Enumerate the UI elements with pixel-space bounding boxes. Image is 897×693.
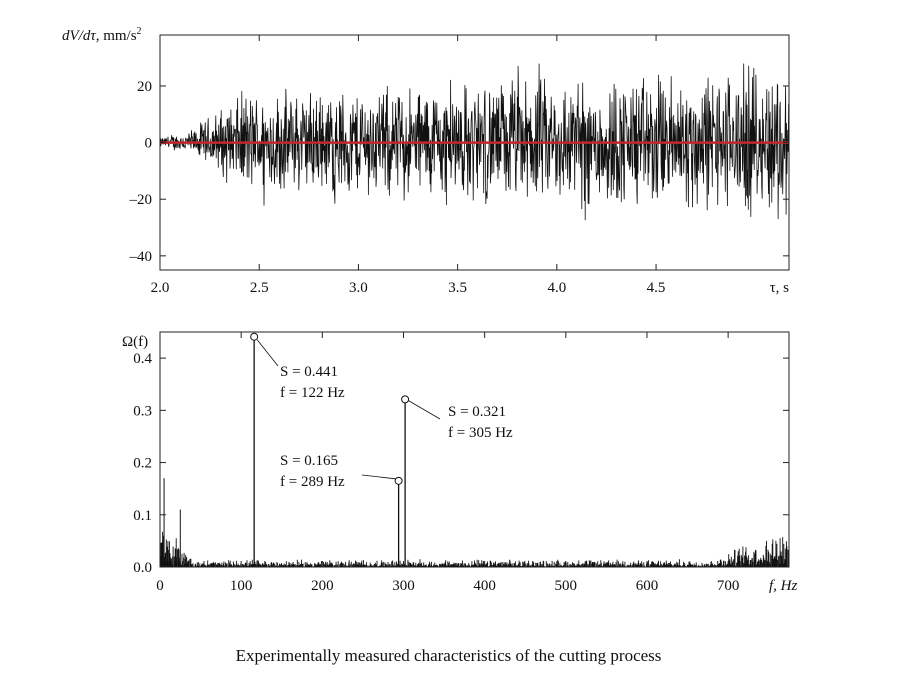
top-x-tick-label: 3.5 [448, 280, 467, 296]
bottom-x-tick-label: 700 [717, 578, 740, 594]
bottom-x-tick-label: 500 [555, 578, 578, 594]
peak-marker [401, 395, 410, 404]
top-x-tick-label: 4.5 [647, 280, 666, 296]
bottom-x-tick-label: 0 [156, 578, 164, 594]
peak-label-s: S = 0.165 [280, 453, 338, 469]
peak-label-f: f = 289 Hz [280, 474, 345, 490]
spectrum-chart: 0 100 200 300 400 500 600 700 0.0 0.1 0.2 0.3 0.4 Ω… [122, 331, 798, 594]
top-x-tick-label: 2.0 [151, 280, 170, 296]
leader-line [361, 474, 396, 480]
leader-line [407, 400, 441, 420]
top-y-tick-label: –40 [129, 249, 153, 265]
top-x-axis-label: τ, s [770, 280, 790, 296]
bottom-y-axis-label: Ω(f) [122, 334, 148, 350]
peak-label-s: S = 0.321 [448, 404, 506, 420]
bottom-x-axis-label: f, Hz [769, 578, 798, 594]
peak-annotations: S = 0.441 f = 122 Hz S = 0.165 f = 289 Hz S … [256, 339, 513, 490]
figure-caption: Experimentally measured characteristics … [235, 646, 662, 665]
leader-line [256, 339, 279, 367]
top-y-tick-label: –20 [129, 192, 153, 208]
top-y-label-main: dV/dτ [62, 28, 96, 44]
top-y-label-exponent: 2 [137, 26, 142, 37]
bottom-x-tick-label: 600 [636, 578, 659, 594]
peak-label-s: S = 0.441 [280, 364, 338, 380]
peak-label-f: f = 122 Hz [280, 385, 345, 401]
signal-trace [159, 63, 790, 221]
top-y-label-unit: , mm/s [96, 28, 137, 44]
bottom-y-tick-label: 0.3 [133, 403, 152, 419]
bottom-y-ticks: 0.0 0.1 0.2 0.3 0.4 [133, 351, 789, 576]
bottom-y-tick-label: 0.4 [133, 351, 152, 367]
top-y-axis-label: dV/dτ, mm/s2 [62, 26, 142, 44]
peak-marker [250, 332, 259, 341]
top-x-tick-label: 2.5 [250, 280, 269, 296]
top-y-tick-label: 0 [145, 136, 153, 152]
peak-label-f: f = 305 Hz [448, 425, 513, 441]
bottom-x-tick-label: 400 [473, 578, 496, 594]
top-y-ticks: 20 0 –20 –40 [129, 79, 789, 265]
bottom-x-tick-label: 200 [311, 578, 334, 594]
bottom-x-tick-label: 300 [392, 578, 415, 594]
top-x-tick-label: 4.0 [547, 280, 566, 296]
top-x-ticks: 2.0 2.5 3.0 3.5 4.0 4.5 [151, 35, 666, 296]
bottom-x-ticks: 0 100 200 300 400 500 600 700 [156, 332, 739, 594]
bottom-x-tick-label: 100 [230, 578, 253, 594]
top-plot-frame [159, 34, 790, 271]
bottom-y-tick-label: 0.1 [133, 508, 152, 524]
spectrum-peaks [163, 332, 410, 567]
vibration-signal [159, 63, 790, 221]
top-x-tick-label: 3.0 [349, 280, 368, 296]
bottom-y-tick-label: 0.2 [133, 456, 152, 472]
peak-marker [394, 476, 403, 485]
bottom-plot-frame [159, 331, 790, 568]
bottom-y-tick-label: 0.0 [133, 560, 152, 576]
top-y-tick-label: 20 [137, 79, 152, 95]
time-signal-chart: 2.0 2.5 3.0 3.5 4.0 4.5 20 0 –20 –40 dV/dτ, mm/s… [62, 26, 790, 296]
